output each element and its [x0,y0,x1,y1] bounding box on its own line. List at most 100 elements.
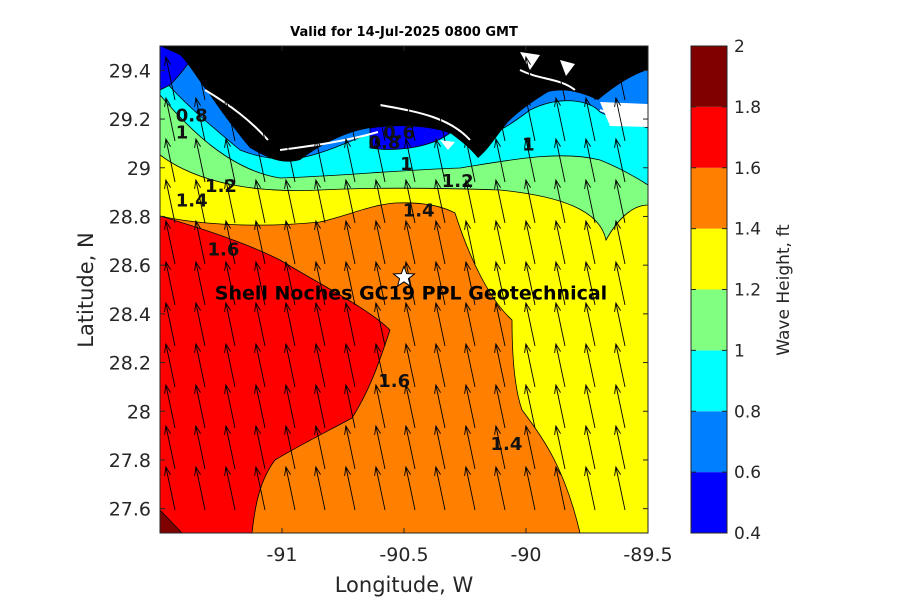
direction-arrow [284,342,296,388]
direction-arrow [164,424,176,470]
direction-arrow [494,342,506,388]
colorbar-tick-label: 1.2 [734,281,761,301]
colorbar-swatch [691,411,727,473]
direction-arrow [554,137,566,183]
direction-arrow [554,383,566,429]
contour-label: 0.8 [176,105,208,126]
direction-arrow [284,260,296,306]
direction-arrow [344,465,356,511]
colorbar-label: Wave Height, ft [774,224,794,356]
direction-arrow [554,342,566,388]
colorbar-tick-label: 0.4 [734,524,761,544]
direction-arrow [194,342,206,388]
direction-arrow [614,383,626,429]
direction-arrow [494,96,506,142]
direction-arrow [314,465,326,511]
direction-arrow [584,137,596,183]
direction-arrow [344,424,356,470]
direction-arrow [164,383,176,429]
direction-arrow [494,219,506,265]
direction-arrow [494,137,506,183]
contour-label: 1.4 [403,200,435,221]
direction-arrow [284,96,296,142]
direction-arrow [524,219,536,265]
direction-arrow [434,137,446,183]
direction-arrow [284,424,296,470]
direction-arrow [194,219,206,265]
direction-arrow [524,178,536,224]
direction-arrow [464,260,476,306]
direction-arrow [434,465,446,511]
direction-arrow [254,219,266,265]
direction-arrow [404,178,416,224]
direction-arrow [314,383,326,429]
direction-arrow [284,178,296,224]
direction-arrow [224,465,236,511]
contour-label: 1.4 [491,434,523,455]
direction-arrow [374,301,386,347]
colorbar-swatch [691,289,727,351]
direction-arrow [194,465,206,511]
direction-arrow [284,137,296,183]
direction-arrow [284,219,296,265]
direction-arrow [374,424,386,470]
direction-arrow [494,424,506,470]
direction-arrow [494,55,506,101]
direction-arrow [404,465,416,511]
y-tick-label: 27.6 [109,499,151,521]
x-tick-label: -90 [510,544,541,566]
direction-arrow [164,137,176,183]
direction-arrow [374,137,386,183]
direction-arrow [374,465,386,511]
direction-arrow [554,178,566,224]
x-axis: -91 -90.5 -90 -89.5 [266,46,673,566]
direction-arrow [314,219,326,265]
direction-arrow [344,55,356,101]
direction-arrow [494,178,506,224]
direction-arrow [614,137,626,183]
band-1.8-2.0 [160,509,183,533]
direction-arrow [434,219,446,265]
direction-arrow [614,465,626,511]
direction-arrow [164,260,176,306]
colorbar-swatch [691,472,727,533]
y-tick-label: 29.2 [109,109,151,131]
direction-arrow [584,55,596,101]
direction-arrow [314,301,326,347]
direction-arrow [584,219,596,265]
direction-arrow [434,342,446,388]
colorbar-swatch [691,46,727,107]
direction-arrow [554,301,566,347]
direction-arrow [494,260,506,306]
direction-arrow [614,55,626,101]
direction-arrow [344,260,356,306]
direction-arrow [194,424,206,470]
direction-arrow [194,301,206,347]
direction-arrow [164,301,176,347]
direction-arrow [374,219,386,265]
y-tick-label: 29 [127,158,151,180]
direction-arrow [614,178,626,224]
direction-arrow [254,96,266,142]
land-coastline [160,46,648,162]
colorbar-swatch [691,167,727,229]
direction-arrow [254,137,266,183]
x-tick-label: -90.5 [379,544,428,566]
direction-arrow [524,383,536,429]
y-tick-label: 28.8 [109,206,151,228]
direction-arrow [224,342,236,388]
colorbar-tick-label: 0.6 [734,463,761,483]
direction-arrow [374,96,386,142]
direction-arrow [254,383,266,429]
direction-arrow [434,55,446,101]
direction-arrow [194,178,206,224]
x-axis-label: Longitude, W [335,573,474,597]
direction-arrow [194,383,206,429]
colorbar-tick-label: 1 [734,341,745,361]
colorbar-swatch [691,228,727,290]
y-axis: 27.6 27.8 28 28.2 28.4 28.6 28.8 29 29.2 29.4 [109,60,648,521]
direction-arrow [224,301,236,347]
land-coastline-detail [204,69,648,151]
